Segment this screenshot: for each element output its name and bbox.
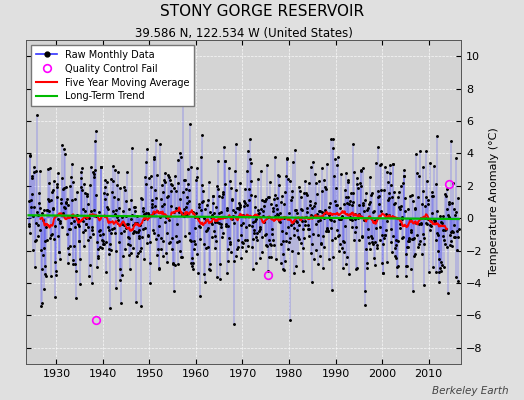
Text: STONY GORGE RESERVOIR: STONY GORGE RESERVOIR	[160, 4, 364, 19]
Y-axis label: Temperature Anomaly (°C): Temperature Anomaly (°C)	[489, 128, 499, 276]
Legend: Raw Monthly Data, Quality Control Fail, Five Year Moving Average, Long-Term Tren: Raw Monthly Data, Quality Control Fail, …	[31, 45, 194, 106]
Title: 39.586 N, 122.534 W (United States): 39.586 N, 122.534 W (United States)	[135, 27, 353, 40]
Text: Berkeley Earth: Berkeley Earth	[432, 386, 508, 396]
